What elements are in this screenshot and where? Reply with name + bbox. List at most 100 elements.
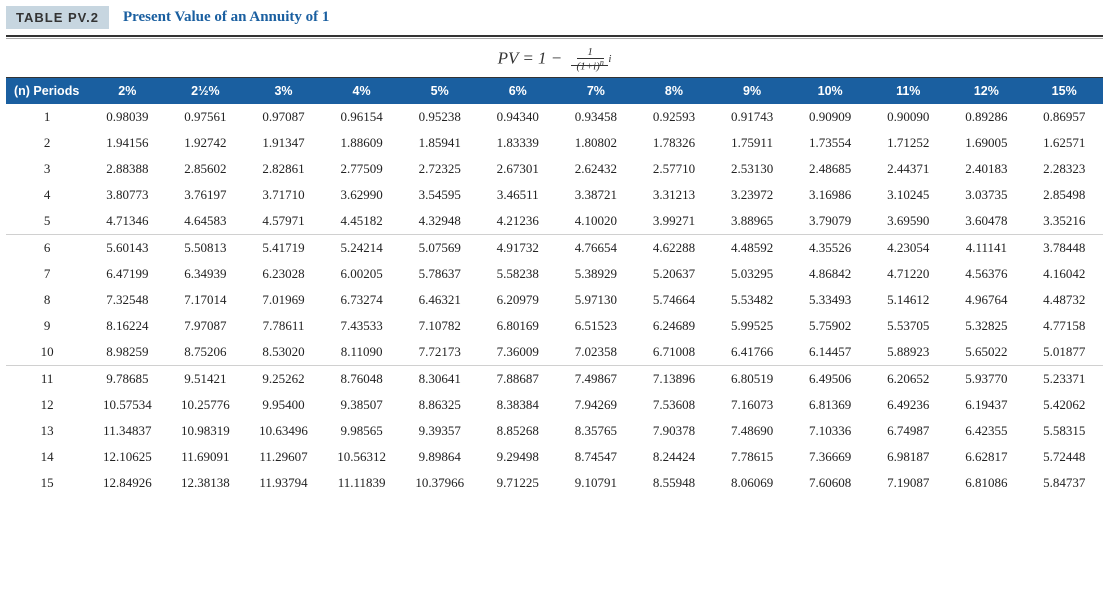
cell-value: 3.38721 xyxy=(557,182,635,208)
cell-value: 5.60143 xyxy=(88,234,166,261)
cell-value: 0.98039 xyxy=(88,104,166,130)
cell-value: 5.33493 xyxy=(791,287,869,313)
cell-value: 0.93458 xyxy=(557,104,635,130)
cell-value: 10.25776 xyxy=(166,392,244,418)
cell-value: 1.71252 xyxy=(869,130,947,156)
table-row: 1512.8492612.3813811.9379411.1183910.379… xyxy=(6,470,1103,496)
cell-value: 6.23028 xyxy=(244,261,322,287)
cell-value: 7.02358 xyxy=(557,339,635,366)
cell-value: 10.37966 xyxy=(401,470,479,496)
cell-value: 2.82861 xyxy=(244,156,322,182)
cell-value: 8.24424 xyxy=(635,444,713,470)
cell-value: 4.35526 xyxy=(791,234,869,261)
cell-value: 12.10625 xyxy=(88,444,166,470)
formula-fraction: 1 (1+i)n i xyxy=(571,47,612,73)
cell-value: 2.85498 xyxy=(1025,182,1103,208)
cell-value: 4.62288 xyxy=(635,234,713,261)
table-row: 21.941561.927421.913471.886091.859411.83… xyxy=(6,130,1103,156)
cell-value: 4.71220 xyxy=(869,261,947,287)
cell-value: 9.78685 xyxy=(88,365,166,392)
cell-value: 11.11839 xyxy=(323,470,401,496)
cell-value: 3.03735 xyxy=(947,182,1025,208)
cell-value: 1.88609 xyxy=(323,130,401,156)
cell-value: 1.83339 xyxy=(479,130,557,156)
cell-value: 0.86957 xyxy=(1025,104,1103,130)
cell-period: 3 xyxy=(6,156,88,182)
cell-value: 5.75902 xyxy=(791,313,869,339)
cell-value: 7.13896 xyxy=(635,365,713,392)
col-periods: (n) Periods xyxy=(6,78,88,104)
cell-value: 5.72448 xyxy=(1025,444,1103,470)
cell-value: 5.03295 xyxy=(713,261,791,287)
col-rate: 12% xyxy=(947,78,1025,104)
table-title: Present Value of an Annuity of 1 xyxy=(123,9,329,26)
cell-value: 6.20979 xyxy=(479,287,557,313)
cell-value: 6.00205 xyxy=(323,261,401,287)
cell-value: 8.85268 xyxy=(479,418,557,444)
cell-value: 4.96764 xyxy=(947,287,1025,313)
col-rate: 6% xyxy=(479,78,557,104)
cell-value: 8.53020 xyxy=(244,339,322,366)
cell-value: 7.32548 xyxy=(88,287,166,313)
table-row: 1210.5753410.257769.954009.385078.863258… xyxy=(6,392,1103,418)
table-row: 54.713464.645834.579714.451824.329484.21… xyxy=(6,208,1103,235)
cell-value: 6.14457 xyxy=(791,339,869,366)
cell-value: 6.49236 xyxy=(869,392,947,418)
cell-value: 4.71346 xyxy=(88,208,166,235)
formula-den-top: (1+i) xyxy=(577,61,600,73)
formula-den-exp: n xyxy=(600,58,604,67)
table-row: 87.325487.170147.019696.732746.463216.20… xyxy=(6,287,1103,313)
cell-value: 7.60608 xyxy=(791,470,869,496)
cell-value: 1.69005 xyxy=(947,130,1025,156)
cell-value: 10.63496 xyxy=(244,418,322,444)
cell-value: 8.38384 xyxy=(479,392,557,418)
cell-value: 4.76654 xyxy=(557,234,635,261)
cell-value: 11.93794 xyxy=(244,470,322,496)
cell-value: 6.81086 xyxy=(947,470,1025,496)
cell-value: 5.53705 xyxy=(869,313,947,339)
cell-value: 4.56376 xyxy=(947,261,1025,287)
cell-value: 7.10336 xyxy=(791,418,869,444)
cell-value: 2.67301 xyxy=(479,156,557,182)
cell-value: 5.07569 xyxy=(401,234,479,261)
cell-value: 5.23371 xyxy=(1025,365,1103,392)
cell-value: 4.45182 xyxy=(323,208,401,235)
cell-value: 0.91743 xyxy=(713,104,791,130)
col-rate: 9% xyxy=(713,78,791,104)
cell-period: 5 xyxy=(6,208,88,235)
cell-value: 0.90090 xyxy=(869,104,947,130)
cell-value: 5.58315 xyxy=(1025,418,1103,444)
cell-value: 4.86842 xyxy=(791,261,869,287)
cell-value: 9.38507 xyxy=(323,392,401,418)
cell-period: 2 xyxy=(6,130,88,156)
cell-value: 5.24214 xyxy=(323,234,401,261)
cell-period: 11 xyxy=(6,365,88,392)
cell-value: 6.98187 xyxy=(869,444,947,470)
cell-value: 7.72173 xyxy=(401,339,479,366)
cell-value: 8.35765 xyxy=(557,418,635,444)
cell-value: 6.41766 xyxy=(713,339,791,366)
col-rate: 15% xyxy=(1025,78,1103,104)
table-badge: TABLE PV.2 xyxy=(6,6,109,29)
table-row: 10.980390.975610.970870.961540.952380.94… xyxy=(6,104,1103,130)
cell-value: 7.78615 xyxy=(713,444,791,470)
cell-value: 5.01877 xyxy=(1025,339,1103,366)
cell-value: 7.10782 xyxy=(401,313,479,339)
cell-value: 5.78637 xyxy=(401,261,479,287)
cell-value: 8.76048 xyxy=(323,365,401,392)
cell-value: 7.88687 xyxy=(479,365,557,392)
cell-value: 8.11090 xyxy=(323,339,401,366)
cell-value: 2.85602 xyxy=(166,156,244,182)
cell-value: 5.65022 xyxy=(947,339,1025,366)
cell-value: 3.16986 xyxy=(791,182,869,208)
cell-value: 0.94340 xyxy=(479,104,557,130)
cell-value: 7.43533 xyxy=(323,313,401,339)
cell-value: 9.95400 xyxy=(244,392,322,418)
formula-eq: = 1 − xyxy=(522,49,562,68)
cell-value: 4.64583 xyxy=(166,208,244,235)
cell-value: 4.77158 xyxy=(1025,313,1103,339)
cell-value: 8.75206 xyxy=(166,339,244,366)
cell-value: 5.42062 xyxy=(1025,392,1103,418)
formula-denominator: i xyxy=(608,53,611,65)
cell-value: 10.56312 xyxy=(323,444,401,470)
